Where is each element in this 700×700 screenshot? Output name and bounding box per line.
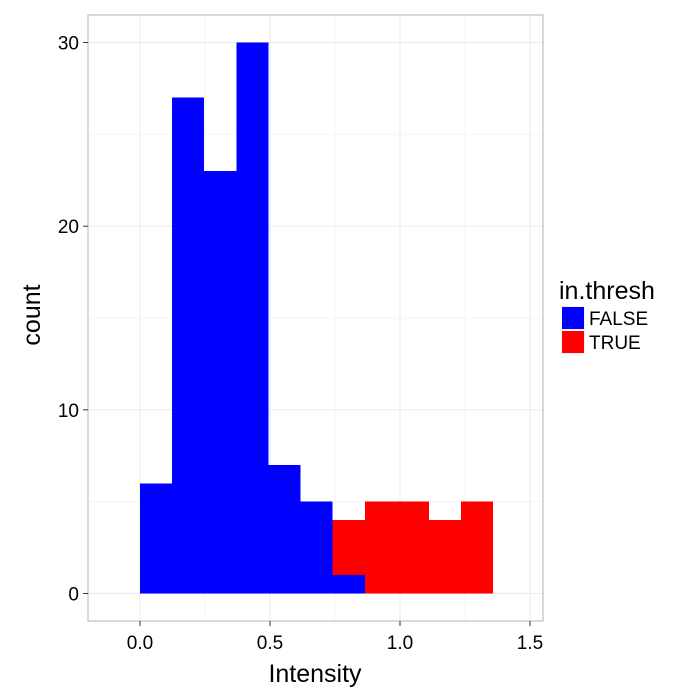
y-axis-title: count (18, 284, 46, 345)
y-tick-label: 20 (58, 217, 79, 238)
legend-items: FALSE TRUE (561, 306, 648, 354)
x-tick-label: 0.0 (127, 633, 153, 654)
bar-false-bin-7 (332, 575, 365, 594)
bar-true-bin-8 (364, 501, 397, 594)
bar-true-bin-9 (396, 501, 429, 594)
legend-title: in.thresh (559, 277, 655, 305)
x-tick-label: 1.5 (517, 633, 543, 654)
y-axis: 0 10 20 30 (58, 34, 88, 605)
histogram-bars (140, 42, 494, 594)
legend-swatch-true (562, 331, 584, 353)
x-tick-label: 1.0 (387, 633, 413, 654)
legend-label-true: TRUE (589, 333, 641, 354)
panel-border (87, 14, 544, 622)
x-axis-title: Intensity (268, 660, 362, 688)
x-tick-label: 0.5 (257, 633, 283, 654)
bar-false-bin-5 (268, 464, 301, 594)
bar-true-bin-10 (428, 520, 462, 594)
bar-false-bin-2 (172, 97, 205, 594)
x-axis: 0.0 0.5 1.0 1.5 (127, 621, 543, 654)
bar-false-bin-3 (204, 171, 237, 594)
bar-false-bin-4 (236, 42, 269, 594)
y-tick-label: 10 (58, 401, 79, 422)
legend: in.thresh FALSE TRUE (559, 277, 655, 354)
bar-false-bin-6 (300, 501, 333, 594)
legend-label-false: FALSE (589, 309, 648, 330)
legend-swatch-false (562, 307, 584, 329)
bar-false-bin-1 (140, 483, 173, 594)
y-tick-label: 0 (68, 584, 79, 605)
bar-true-bin-7 (332, 520, 365, 576)
y-tick-label: 30 (58, 34, 79, 55)
bar-true-bin-11 (461, 501, 494, 594)
